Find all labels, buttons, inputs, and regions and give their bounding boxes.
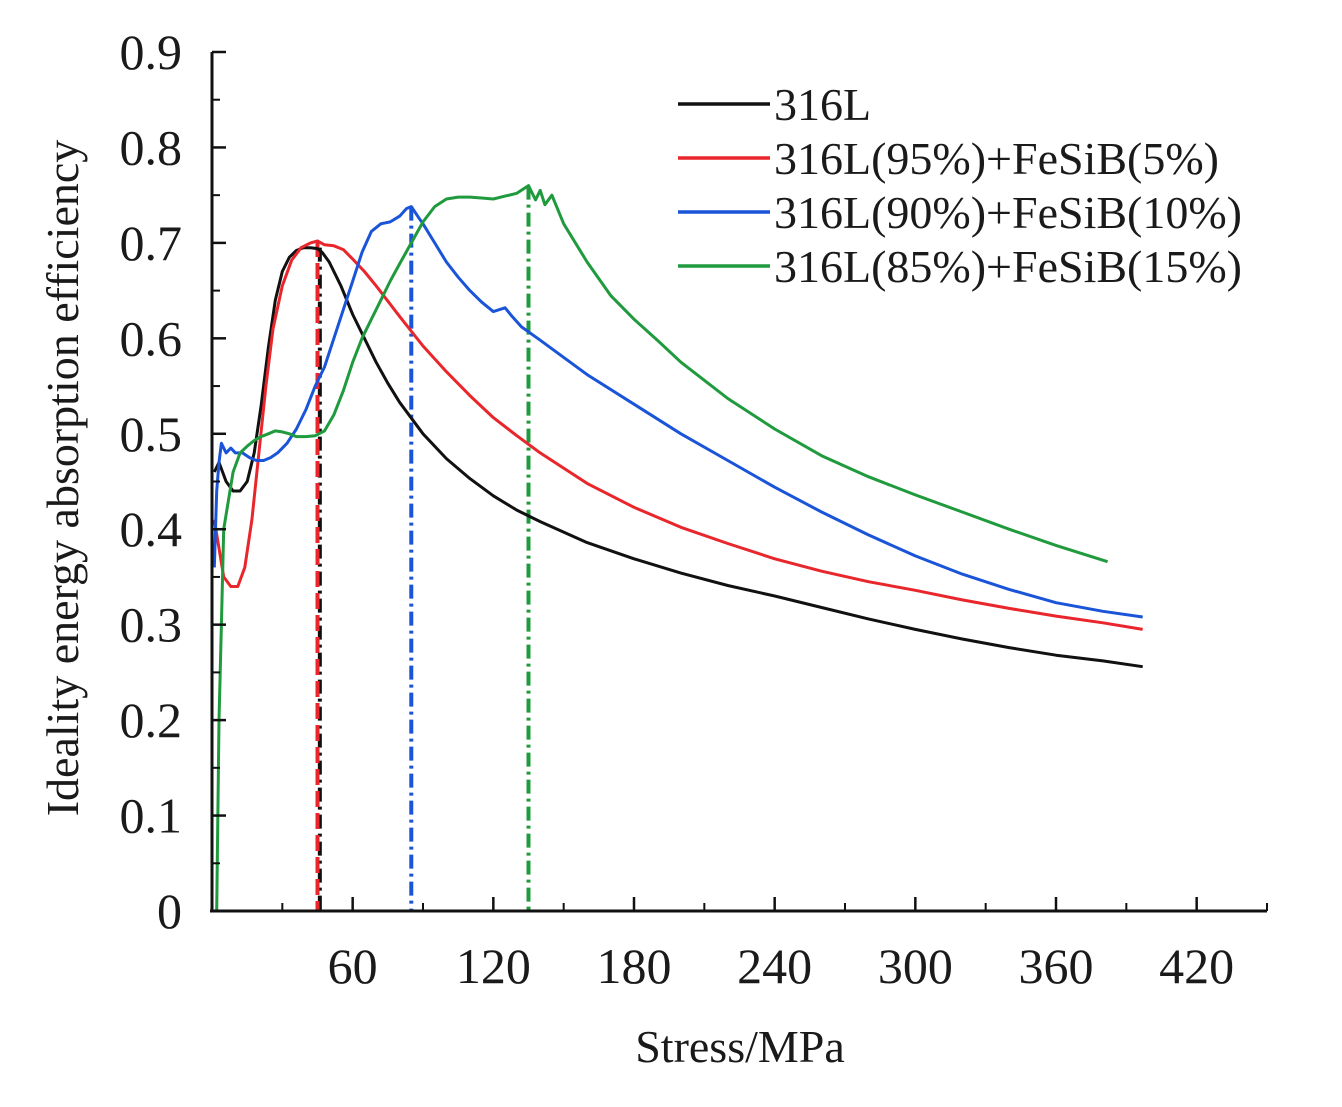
legend-label: 316L	[774, 79, 871, 130]
y-tick-label: 0.1	[120, 788, 183, 844]
legend: 316L316L(95%)+FeSiB(5%)316L(90%)+FeSiB(1…	[678, 79, 1242, 292]
y-axis-title: Ideality energy absorption efficiency	[37, 140, 88, 817]
x-tick-label: 360	[1019, 938, 1094, 994]
x-tick-label: 180	[597, 938, 672, 994]
series-lines	[212, 184, 1143, 912]
series-line	[212, 205, 1143, 619]
x-tick-label: 420	[1159, 938, 1234, 994]
ticks: 0 0.1 0.2 0.3 0.4 0.5 0.6 0.7 0.8 0.9 60 120 180 240 3…	[120, 24, 1268, 994]
x-tick-label: 240	[737, 938, 812, 994]
peak-guides	[315, 185, 531, 911]
series-line	[215, 184, 1109, 912]
y-tick-label: 0.7	[120, 215, 183, 271]
y-tick-label: 0	[157, 883, 182, 939]
y-tick-label: 0.3	[120, 597, 183, 653]
y-tick-label: 0.9	[120, 24, 183, 80]
legend-label: 316L(95%)+FeSiB(5%)	[774, 133, 1219, 184]
x-tick-label: 120	[456, 938, 531, 994]
x-tick-label: 300	[878, 938, 953, 994]
y-tick-label: 0.2	[120, 692, 183, 748]
series-line	[212, 239, 1143, 631]
y-tick-label: 0.6	[120, 310, 183, 366]
x-tick-label: 60	[328, 938, 378, 994]
y-tick-label: 0.4	[120, 501, 183, 557]
series-line	[212, 246, 1143, 669]
y-tick-label: 0.5	[120, 406, 183, 462]
legend-label: 316L(85%)+FeSiB(15%)	[774, 241, 1242, 292]
legend-label: 316L(90%)+FeSiB(10%)	[774, 187, 1242, 238]
x-axis-title: Stress/MPa	[635, 1021, 845, 1072]
y-tick-label: 0.8	[120, 119, 183, 175]
